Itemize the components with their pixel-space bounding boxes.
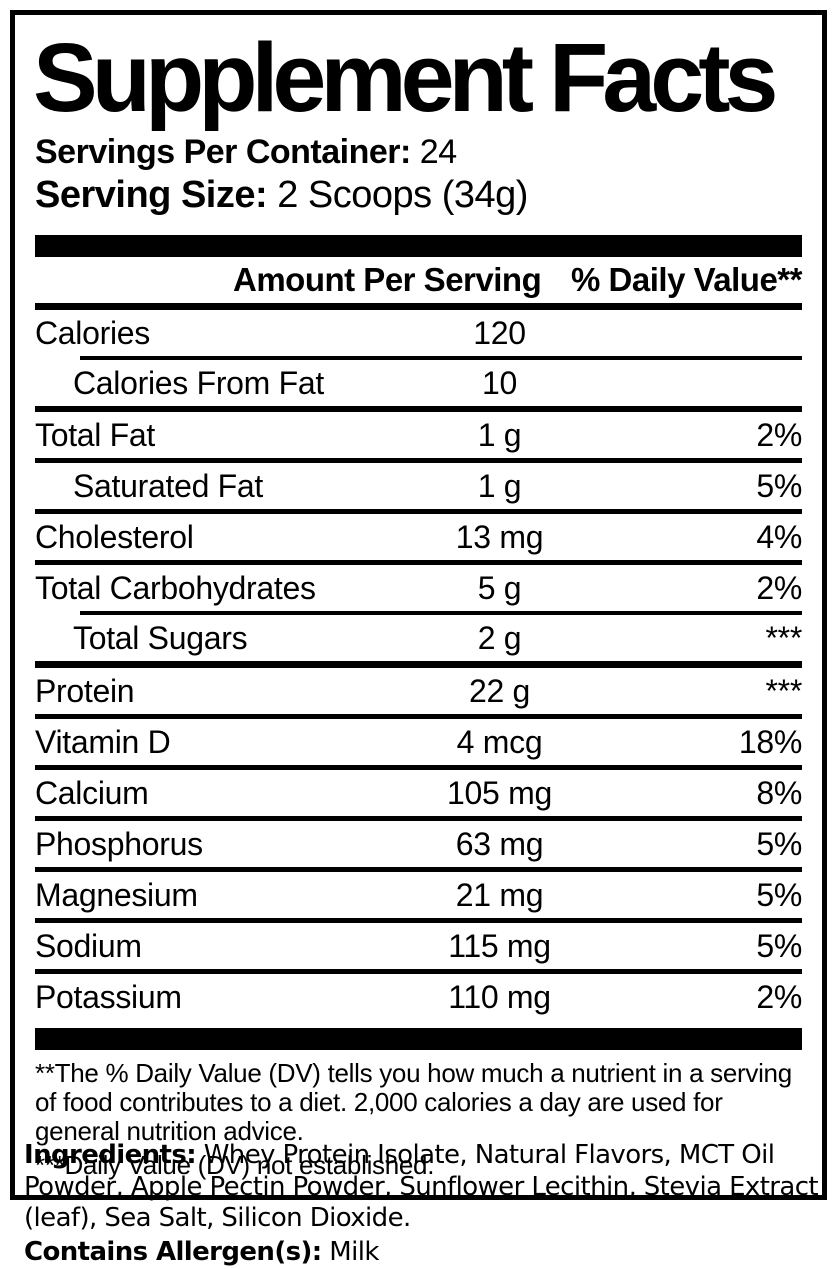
nutrient-name: Phosphorus <box>35 825 203 862</box>
nutrient-amount: 1 g <box>477 467 522 504</box>
serving-size-label: Serving Size: <box>35 174 268 217</box>
nutrient-dv: 5% <box>756 876 802 913</box>
servings-per-container-value: 24 <box>419 133 457 171</box>
nutrient-name: Saturated Fat <box>73 467 263 504</box>
nutrient-amount: 22 g <box>468 672 531 709</box>
divider <box>35 816 802 822</box>
nutrient-amount: 105 mg <box>447 774 552 811</box>
nutrient-row-phosphorus: Phosphorus 63 mg 5% <box>35 821 802 867</box>
allergen-value: Milk <box>329 1237 379 1268</box>
nutrient-row-vitamin-d: Vitamin D 4 mcg 18% <box>35 719 802 765</box>
nutrient-row-total-fat: Total Fat 1 g 2% <box>35 412 802 458</box>
page-title: Supplement Facts <box>33 23 778 132</box>
nutrient-dv: 2% <box>756 978 802 1015</box>
separator-bar-bottom <box>35 1028 802 1051</box>
nutrient-dv: 5% <box>756 467 802 504</box>
nutrient-row-calories: Calories 120 <box>35 310 802 356</box>
nutrient-row-potassium: Potassium 110 mg 2% <box>35 974 802 1020</box>
nutrient-name: Total Sugars <box>73 619 248 656</box>
nutrient-row-calcium: Calcium 105 mg 8% <box>35 770 802 816</box>
divider <box>35 661 802 669</box>
divider <box>80 356 802 361</box>
nutrient-row-sodium: Sodium 115 mg 5% <box>35 923 802 969</box>
facts-panel: Supplement Facts Servings Per Container:… <box>10 10 827 1200</box>
nutrient-amount: 10 <box>482 364 517 401</box>
ingredients-line: Ingredients: Whey Protein Isolate, Natur… <box>24 1140 819 1235</box>
daily-value-header: % Daily Value** <box>571 261 802 299</box>
nutrient-dv: *** <box>765 672 803 709</box>
divider <box>35 458 802 464</box>
nutrient-name: Total Fat <box>35 416 156 453</box>
nutrient-row-cholesterol: Cholesterol 13 mg 4% <box>35 514 802 560</box>
nutrient-row-protein: Protein 22 g *** <box>35 668 802 714</box>
divider <box>35 406 802 413</box>
divider <box>35 303 802 311</box>
nutrient-row-calories-from-fat: Calories From Fat 10 <box>35 360 802 406</box>
servings-per-container: Servings Per Container: 24 <box>35 132 802 173</box>
nutrient-dv: 8% <box>756 774 802 811</box>
divider <box>80 611 802 616</box>
nutrient-name: Vitamin D <box>35 723 171 760</box>
nutrient-name: Calories From Fat <box>73 364 324 401</box>
nutrient-amount: 2 g <box>477 619 522 656</box>
nutrient-amount: 21 mg <box>455 876 544 913</box>
divider <box>35 765 802 771</box>
nutrient-name: Calcium <box>35 774 149 811</box>
nutrient-dv: 2% <box>756 569 802 606</box>
divider <box>35 560 802 566</box>
nutrient-amount: 5 g <box>477 569 522 606</box>
nutrient-dv: 5% <box>756 825 802 862</box>
nutrient-dv: 2% <box>756 416 802 453</box>
allergen-line: Contains Allergen(s): Milk <box>24 1237 818 1269</box>
nutrient-amount: 1 g <box>477 416 522 453</box>
servings-per-container-label: Servings Per Container: <box>35 133 411 171</box>
dv-not-established-footnote: ***Daily Value (DV) not established. <box>35 1150 435 1181</box>
nutrient-dv: *** <box>765 619 803 656</box>
nutrient-amount: 63 mg <box>455 825 544 862</box>
nutrient-name: Calories <box>35 314 150 351</box>
nutrient-row-saturated-fat: Saturated Fat 1 g 5% <box>35 463 802 509</box>
ingredients-label: Ingredients: <box>24 1140 197 1170</box>
footnotes: **The % Daily Value (DV) tells you how m… <box>35 1058 802 1181</box>
divider <box>35 867 802 873</box>
divider <box>35 714 802 720</box>
nutrient-name: Sodium <box>35 927 142 964</box>
nutrient-dv: 4% <box>756 518 802 555</box>
nutrient-amount: 110 mg <box>448 978 551 1015</box>
nutrient-dv: 18% <box>738 723 802 760</box>
divider <box>35 509 802 515</box>
ingredients-text: Whey Protein Isolate, Natural Flavors, M… <box>24 1140 819 1234</box>
daily-value-footnote: **The % Daily Value (DV) tells you how m… <box>35 1058 792 1147</box>
nutrient-amount: 13 mg <box>455 518 544 555</box>
divider <box>35 969 802 975</box>
nutrient-amount: 4 mcg <box>456 723 543 760</box>
divider <box>35 918 802 924</box>
table-header-row: Amount Per Serving % Daily Value** <box>35 257 802 303</box>
ingredients-section: Ingredients: Whey Protein Isolate, Natur… <box>24 1140 819 1269</box>
separator-bar-top <box>35 235 802 258</box>
nutrient-name: Total Carbohydrates <box>35 569 316 606</box>
nutrient-name: Potassium <box>35 978 182 1015</box>
serving-size: Serving Size: 2 Scoops (34g) <box>35 173 802 219</box>
nutrient-dv: 5% <box>756 927 802 964</box>
amount-per-serving-header: Amount Per Serving <box>233 261 542 299</box>
nutrient-name: Cholesterol <box>35 518 194 555</box>
serving-size-value: 2 Scoops (34g) <box>277 174 528 217</box>
nutrient-row-total-sugars: Total Sugars 2 g *** <box>35 615 802 661</box>
nutrient-name: Magnesium <box>35 876 198 913</box>
nutrient-row-magnesium: Magnesium 21 mg 5% <box>35 872 802 918</box>
nutrient-name: Protein <box>35 672 135 709</box>
allergen-label: Contains Allergen(s): <box>24 1237 322 1268</box>
nutrient-row-total-carbohydrates: Total Carbohydrates 5 g 2% <box>35 565 802 611</box>
nutrient-amount: 120 <box>473 314 526 351</box>
nutrient-amount: 115 mg <box>448 927 551 964</box>
